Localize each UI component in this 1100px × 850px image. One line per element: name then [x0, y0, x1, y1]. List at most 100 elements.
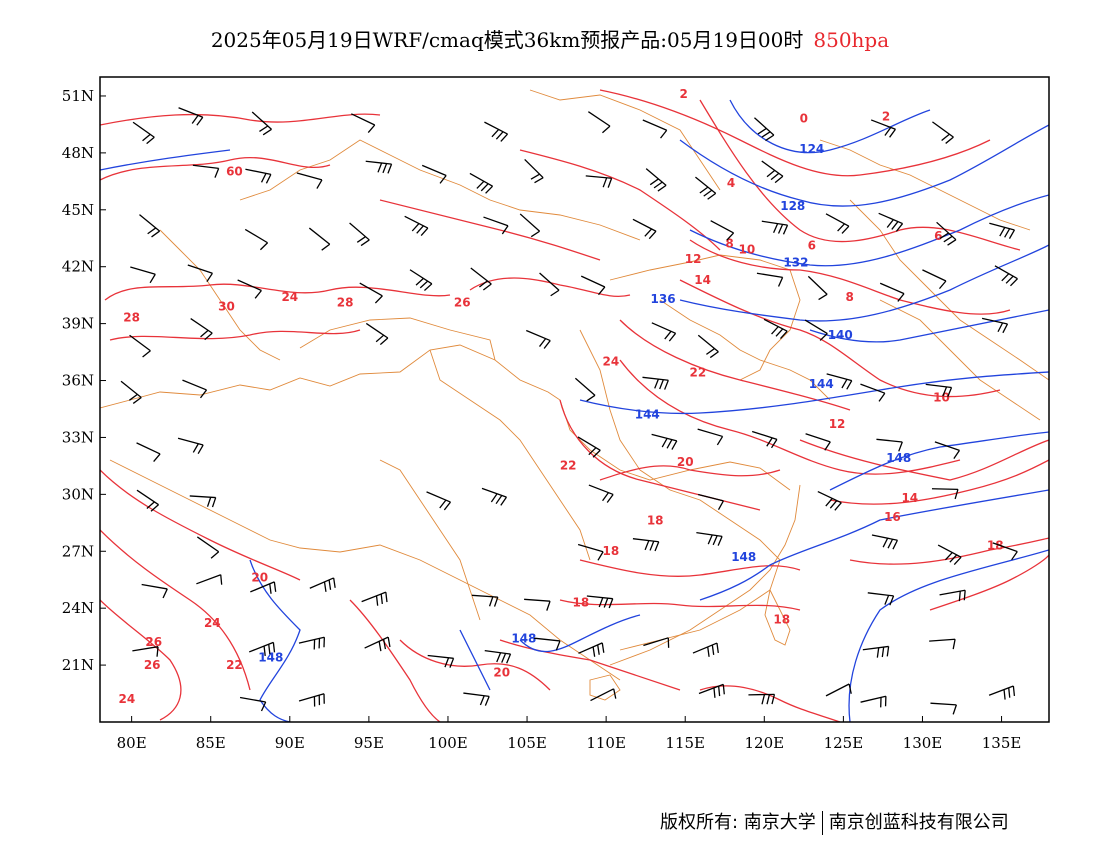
temperature-label: 24 [119, 692, 136, 706]
island-outline [589, 674, 621, 701]
temperature-label: 60 [226, 165, 243, 179]
isotherm [104, 283, 451, 301]
wind-barb [988, 685, 1016, 700]
isoheight [809, 309, 1049, 343]
wind-barb [805, 433, 831, 451]
wind-barbs [120, 107, 1018, 715]
temperature-label: 18 [773, 612, 790, 626]
border-line [379, 459, 481, 621]
x-tick-label: 130E [903, 734, 943, 752]
wind-barb [930, 702, 958, 715]
wind-barb [588, 484, 614, 503]
isoheight [579, 371, 1049, 415]
temperature-label: 18 [987, 538, 1004, 552]
y-tick-label: 39N [62, 315, 94, 333]
wind-barb [580, 275, 606, 296]
wind-barb [350, 113, 376, 134]
wind-barb [577, 543, 604, 561]
wind-barb [484, 649, 512, 664]
wind-barb [177, 437, 204, 455]
wind-barb [585, 175, 613, 188]
wind-barb [574, 377, 596, 402]
isotherm [499, 639, 681, 691]
copyright-right: 南京创蓝科技有限公司 [828, 812, 1009, 833]
wind-barb [925, 383, 953, 398]
temperature-label: 16 [884, 510, 901, 524]
height-label: 144 [635, 407, 660, 421]
wind-barb [483, 216, 509, 235]
wind-barb [710, 220, 735, 241]
wind-barb [237, 279, 262, 299]
wind-barb [807, 275, 828, 301]
wind-barb [578, 642, 605, 657]
temperature-label: 26 [144, 658, 161, 672]
wind-barb [471, 594, 499, 607]
wind-barb [470, 267, 492, 291]
wind-barb [931, 488, 959, 500]
height-label: 148 [731, 550, 756, 564]
wind-barb [642, 119, 668, 139]
border-line [429, 349, 591, 561]
wind-barb [524, 158, 544, 184]
temperature-label: 6 [934, 229, 942, 243]
isotherm [579, 559, 801, 577]
wind-barb [136, 442, 161, 463]
wind-barb [141, 583, 168, 599]
isoheight [829, 431, 1049, 491]
x-tick-label: 90E [275, 734, 305, 752]
temperature-contours [100, 89, 1049, 722]
isotherm [849, 537, 1049, 565]
temperature-label: 28 [337, 296, 354, 310]
isotherm [100, 529, 251, 691]
wind-barb [187, 264, 213, 282]
x-tick-label: 95E [354, 734, 384, 752]
y-tick-label: 21N [62, 656, 94, 674]
wind-barb [862, 645, 890, 658]
temperature-label: 12 [685, 252, 702, 266]
height-label: 148 [511, 631, 536, 645]
isoheight [848, 549, 1049, 722]
y-tick-label: 30N [62, 485, 94, 503]
wind-barb [586, 595, 614, 609]
wind-barb [178, 107, 204, 126]
temperature-label: 4 [727, 176, 735, 190]
wind-barb [697, 334, 719, 359]
province-borders [100, 89, 1049, 701]
wind-barb [645, 168, 667, 192]
wind-barb [196, 536, 220, 559]
isotherm [109, 329, 361, 341]
wind-barb [642, 376, 669, 390]
temperature-label: 28 [123, 311, 140, 325]
height-label: 148 [258, 650, 283, 664]
wind-barb [244, 228, 269, 251]
temperature-label: 24 [281, 290, 298, 304]
temperature-label: 22 [560, 459, 577, 473]
wind-barb [825, 213, 850, 234]
temperature-label: 2 [679, 87, 687, 101]
wind-barb [590, 688, 617, 702]
wind-barb [632, 538, 660, 552]
wind-barb [361, 591, 388, 606]
height-label: 124 [799, 142, 824, 156]
height-contours [100, 99, 1049, 722]
wind-barb [481, 487, 508, 506]
wind-barb [251, 111, 272, 136]
wind-barb [534, 637, 561, 651]
temperature-label: 18 [572, 595, 589, 609]
isotherm [100, 156, 331, 181]
coastline [609, 484, 801, 666]
wind-barb [804, 319, 828, 341]
temperature-label: 18 [603, 544, 620, 558]
temperature-label: 12 [829, 417, 846, 431]
wind-barb [929, 638, 956, 650]
wind-barb [120, 380, 142, 404]
wind-barb [643, 637, 670, 648]
y-tick-label: 48N [62, 144, 94, 162]
isoheight [459, 629, 491, 691]
wind-barb [463, 692, 490, 706]
wind-barb [992, 542, 1018, 561]
wind-barb [754, 117, 775, 142]
isotherm [349, 599, 441, 722]
temperature-label: 10 [933, 390, 950, 404]
